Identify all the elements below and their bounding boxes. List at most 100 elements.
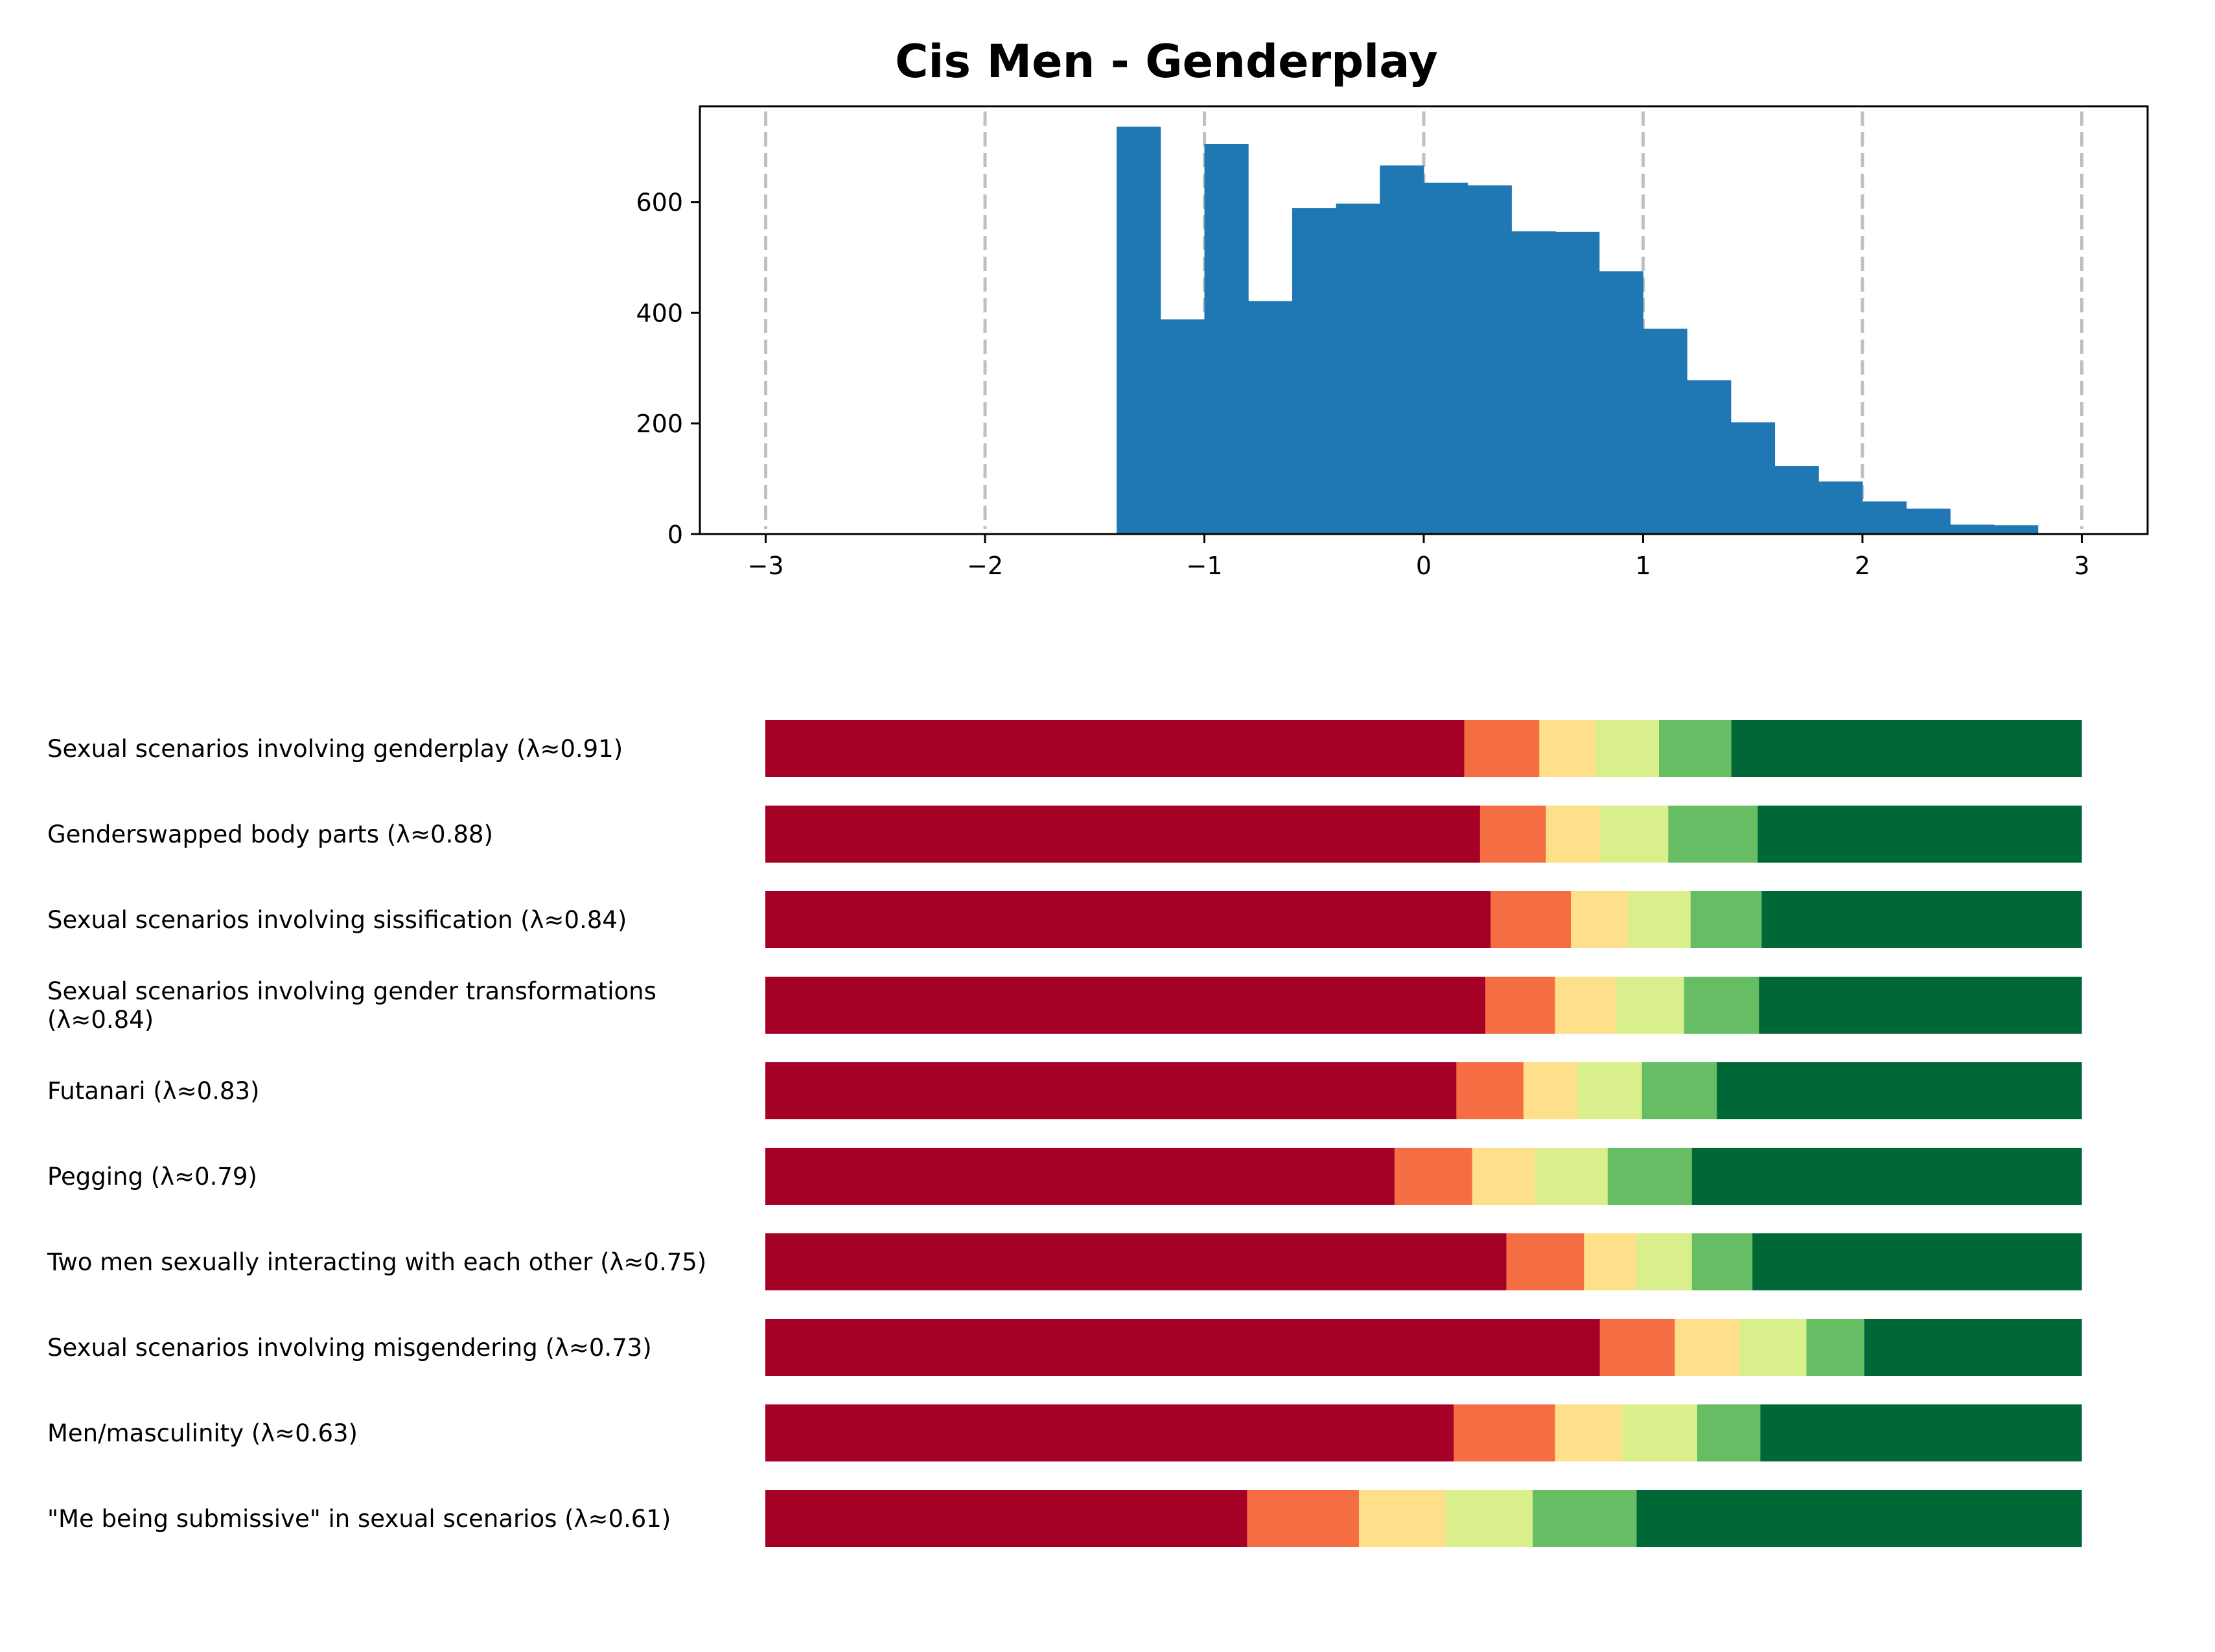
bar-segment-level-6 <box>1759 977 2082 1034</box>
bar-segment-level-4 <box>1636 1233 1693 1290</box>
bar-segment-level-2 <box>1490 891 1571 948</box>
bar-segment-level-2 <box>1454 1404 1556 1461</box>
bar-segment-level-5 <box>1607 1148 1693 1205</box>
histogram-bar <box>1950 524 1995 534</box>
y-tick-label: 400 <box>636 299 683 327</box>
bar-segment-level-2 <box>1479 806 1546 863</box>
y-tick-label: 0 <box>667 520 683 549</box>
bar-segment-level-1 <box>765 1062 1457 1119</box>
bar-segment-level-4 <box>1595 720 1660 777</box>
histogram-bar <box>1643 329 1687 534</box>
bar-segment-level-2 <box>1247 1490 1360 1547</box>
bar-segment-level-5 <box>1690 891 1763 948</box>
histogram-bars <box>1117 126 2039 535</box>
histogram-bar <box>1160 319 1205 534</box>
category-label: (λ≈0.84) <box>47 1006 154 1034</box>
bar-segment-level-5 <box>1641 1062 1718 1119</box>
bar-segment-level-4 <box>1446 1490 1533 1547</box>
histogram-bar <box>1994 525 2039 534</box>
bar-segment-level-4 <box>1629 891 1691 948</box>
histogram-bar <box>1204 144 1249 534</box>
histogram-bar <box>1906 508 1951 534</box>
x-tick-label: 1 <box>1635 552 1651 580</box>
bar-segment-level-4 <box>1577 1062 1643 1119</box>
bar-segment-level-3 <box>1472 1148 1536 1205</box>
bar-segment-level-3 <box>1358 1490 1446 1547</box>
bar-segment-level-1 <box>765 806 1481 863</box>
bar-segment-level-2 <box>1506 1233 1584 1290</box>
histogram-bar <box>1424 182 1468 534</box>
bar-segment-level-4 <box>1599 806 1669 863</box>
bar-segment-level-5 <box>1659 720 1732 777</box>
stacked-bar-row <box>765 1233 2082 1290</box>
category-label: Futanari (λ≈0.83) <box>47 1077 259 1105</box>
bar-segment-level-3 <box>1523 1062 1578 1119</box>
histogram-bar <box>1599 271 1643 534</box>
stacked-bar-row <box>765 1319 2082 1376</box>
histogram-bar <box>1467 185 1512 535</box>
stacked-bars <box>765 720 2082 1547</box>
histogram-bar <box>1862 501 1907 534</box>
histogram-y-axis: 0 200 400 600 <box>636 189 700 549</box>
stacked-bar-row <box>765 1148 2082 1205</box>
histogram-bar <box>1117 126 1161 535</box>
bar-segment-level-2 <box>1485 977 1556 1034</box>
histogram-bar <box>1336 204 1380 534</box>
bar-segment-level-2 <box>1456 1062 1524 1119</box>
category-label: Pegging (λ≈0.79) <box>47 1163 257 1191</box>
bar-segment-level-6 <box>1636 1490 2082 1547</box>
stacked-bar-row <box>765 1490 2082 1547</box>
bar-segment-level-5 <box>1533 1490 1638 1547</box>
histogram-bar <box>1248 301 1293 534</box>
histogram-bar <box>1687 380 1732 534</box>
x-tick-label: −1 <box>1186 552 1222 580</box>
histogram-bar <box>1774 465 1819 534</box>
stacked-bar-panel: Sexual scenarios involving genderplay (λ… <box>47 720 2082 1547</box>
stacked-bar-row <box>765 1404 2082 1461</box>
bar-segment-level-4 <box>1535 1148 1608 1205</box>
category-label: Sexual scenarios involving gender transf… <box>47 977 656 1005</box>
bar-segment-level-2 <box>1599 1319 1676 1376</box>
y-tick-label: 200 <box>636 410 683 438</box>
bar-segment-level-1 <box>765 891 1491 948</box>
bar-segment-level-6 <box>1761 891 2082 948</box>
chart-title: Cis Men - Genderplay <box>895 35 1438 88</box>
histogram-bar <box>1555 231 1600 534</box>
histogram-bar <box>1380 165 1424 534</box>
bar-segment-level-5 <box>1806 1319 1865 1376</box>
bar-segment-level-2 <box>1394 1148 1473 1205</box>
bar-segment-level-6 <box>1864 1319 2082 1376</box>
category-labels: Sexual scenarios involving genderplay (λ… <box>47 735 706 1533</box>
bar-segment-level-6 <box>1760 1404 2082 1461</box>
x-tick-label: −3 <box>748 552 784 580</box>
bar-segment-level-3 <box>1555 1404 1623 1461</box>
bar-segment-level-6 <box>1757 806 2082 863</box>
bar-segment-level-1 <box>765 1490 1247 1547</box>
category-label: Sexual scenarios involving genderplay (λ… <box>47 735 623 763</box>
category-label: Sexual scenarios involving misgendering … <box>47 1334 652 1362</box>
bar-segment-level-1 <box>765 977 1486 1034</box>
bar-segment-level-1 <box>765 1319 1601 1376</box>
bar-segment-level-5 <box>1697 1404 1761 1461</box>
category-label: Men/masculinity (λ≈0.63) <box>47 1419 358 1447</box>
bar-segment-level-5 <box>1668 806 1758 863</box>
bar-segment-level-1 <box>765 1148 1395 1205</box>
bar-segment-level-6 <box>1731 720 2082 777</box>
histogram-panel: −3 −2 −1 0 1 2 3 0 200 400 600 <box>636 105 2149 580</box>
bar-segment-level-1 <box>765 720 1465 777</box>
histogram-bar <box>1730 422 1776 534</box>
bar-segment-level-6 <box>1752 1233 2082 1290</box>
category-label: Sexual scenarios involving sissification… <box>47 906 627 934</box>
stacked-bar-row <box>765 891 2082 948</box>
stacked-bar-row <box>765 1062 2082 1119</box>
category-label: "Me being submissive" in sexual scenario… <box>47 1505 671 1533</box>
bar-segment-level-3 <box>1555 977 1616 1034</box>
bar-segment-level-1 <box>765 1233 1507 1290</box>
x-tick-label: 3 <box>2074 552 2089 580</box>
stacked-bar-row <box>765 806 2082 863</box>
category-label: Genderswapped body parts (λ≈0.88) <box>47 820 493 848</box>
bar-segment-level-6 <box>1691 1148 2082 1205</box>
bar-segment-level-5 <box>1691 1233 1753 1290</box>
stacked-bar-row <box>765 977 2082 1034</box>
